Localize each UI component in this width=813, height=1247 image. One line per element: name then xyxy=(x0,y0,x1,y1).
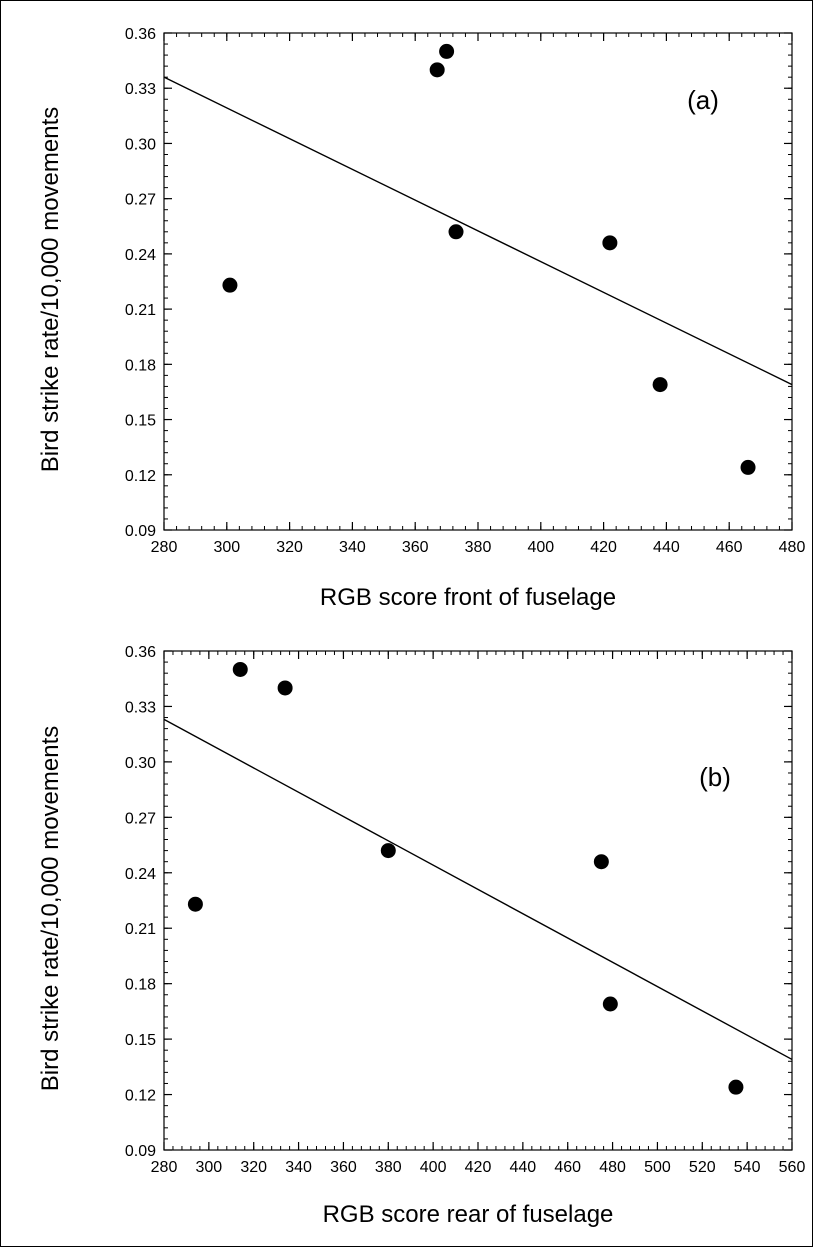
panel-b-x-tick-label: 320 xyxy=(240,1159,267,1176)
panel-b-x-tick-label: 420 xyxy=(465,1159,492,1176)
panel-a-x-tick-label: 280 xyxy=(151,539,178,556)
panel-a-x-tick-label: 460 xyxy=(716,539,743,556)
panel-b-data-point xyxy=(277,680,293,696)
panel-a-data-point xyxy=(439,43,455,59)
panel-a-x-tick-label: 360 xyxy=(402,539,429,556)
panel-b-y-tick-label: 0.12 xyxy=(125,1088,156,1105)
panel-b-label: (b) xyxy=(699,762,731,792)
panel-b-x-tick-label: 440 xyxy=(510,1159,537,1176)
panel-b-data-point xyxy=(728,1079,744,1095)
panel-a-chart: 280 300 320 340 360 380 400 420 440 460 480 0.09 0.1… xyxy=(37,26,805,611)
panel-b-chart: 280 300 320 340 360 380 400 420 440 460 480 500 520 5… xyxy=(37,644,805,1228)
panel-b-y-tick-label: 0.33 xyxy=(125,699,156,716)
panel-a-y-tick-label: 0.12 xyxy=(125,468,156,485)
panel-b-x-tick-label: 500 xyxy=(644,1159,671,1176)
panel-b-x-tick-label: 520 xyxy=(689,1159,716,1176)
panel-b-x-tick-label: 280 xyxy=(151,1159,178,1176)
panel-b-y-tick-label: 0.30 xyxy=(125,755,156,772)
panel-b-plot-area xyxy=(163,650,793,1151)
panel-b-x-tick-label: 480 xyxy=(599,1159,626,1176)
panel-b-x-tick-label: 360 xyxy=(330,1159,357,1176)
panel-a-y-tick-label: 0.33 xyxy=(125,81,156,98)
panel-b-y-tick-label: 0.27 xyxy=(125,810,156,827)
panel-b-data-point xyxy=(380,843,396,859)
panel-b-minor-ticks xyxy=(163,650,793,1151)
panel-b-y-tick-label: 0.36 xyxy=(125,644,156,661)
panel-b-x-tick-label: 460 xyxy=(554,1159,581,1176)
panel-b-x-axis-title: RGB score rear of fuselage xyxy=(323,1201,614,1228)
panel-a-data-point xyxy=(602,235,618,251)
panel-b-x-tick-label: 400 xyxy=(420,1159,447,1176)
panel-b-data-point xyxy=(602,996,618,1012)
panel-a-y-tick-label: 0.36 xyxy=(125,26,156,43)
panel-a-data-point xyxy=(429,62,445,78)
panel-a-x-tick-label: 440 xyxy=(653,539,680,556)
panel-b-y-tick-label: 0.24 xyxy=(125,866,156,883)
panel-b-x-tick-label: 540 xyxy=(734,1159,761,1176)
panel-a-y-tick-label: 0.27 xyxy=(125,192,156,209)
panel-a-y-tick-label: 0.21 xyxy=(125,302,156,319)
panel-b-data-point xyxy=(593,854,609,870)
panel-a-x-tick-label: 420 xyxy=(590,539,617,556)
panel-a-x-tick-label: 400 xyxy=(527,539,554,556)
panel-b-data-point xyxy=(232,661,248,677)
panel-a-label: (a) xyxy=(687,85,719,115)
panel-b-x-tick-label: 560 xyxy=(779,1159,806,1176)
panel-a-y-tick-label: 0.30 xyxy=(125,136,156,153)
panel-a-x-tick-label: 300 xyxy=(213,539,240,556)
panel-a-y-tick-label: 0.24 xyxy=(125,247,156,264)
panel-b-data-point xyxy=(187,896,203,912)
panel-a-y-tick-label: 0.15 xyxy=(125,413,156,430)
panel-b-trend-line xyxy=(163,718,793,1061)
panel-a-data-point xyxy=(222,277,238,293)
panel-b-y-tick-label: 0.18 xyxy=(125,977,156,994)
panel-a-y-tick-label: 0.09 xyxy=(125,523,156,540)
panel-a-data-point xyxy=(652,377,668,393)
panel-a-data-point xyxy=(448,224,464,240)
panel-a-x-tick-label: 320 xyxy=(276,539,303,556)
panel-a-x-tick-label: 380 xyxy=(465,539,492,556)
panel-a-x-tick-label: 480 xyxy=(779,539,806,556)
panel-b-x-tick-label: 300 xyxy=(196,1159,223,1176)
panel-a-y-axis-title: Bird strike rate/10,000 movements xyxy=(37,107,64,473)
panel-b-y-tick-label: 0.15 xyxy=(125,1032,156,1049)
panel-a-data-point xyxy=(740,459,756,475)
panel-b-y-tick-label: 0.09 xyxy=(125,1143,156,1160)
panel-b-y-tick-label: 0.21 xyxy=(125,921,156,938)
panel-a-trend-line xyxy=(163,76,793,386)
panel-a-x-axis-title: RGB score front of fuselage xyxy=(320,584,616,611)
panel-a-x-tick-label: 340 xyxy=(339,539,366,556)
panel-b-x-tick-label: 340 xyxy=(285,1159,312,1176)
panel-b-x-tick-label: 380 xyxy=(375,1159,402,1176)
panel-a-y-tick-label: 0.18 xyxy=(125,357,156,374)
panel-b-y-axis-title: Bird strike rate/10,000 movements xyxy=(37,726,64,1092)
